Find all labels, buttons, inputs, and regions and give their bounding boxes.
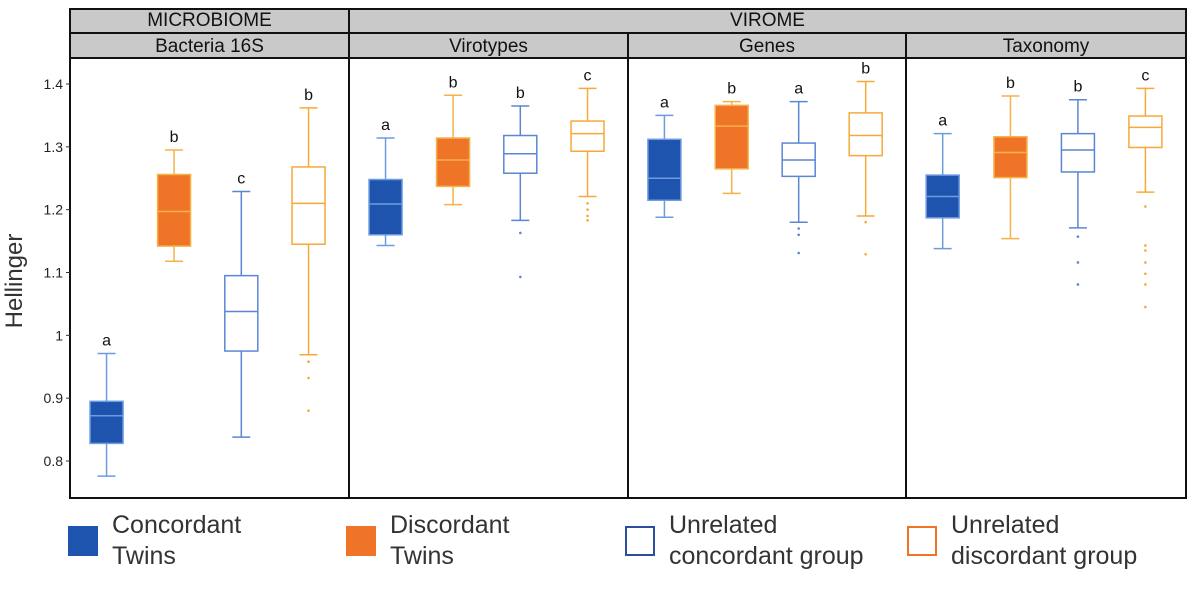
y-tick-label: 1	[55, 327, 63, 343]
legend-item-unrelated-discordant: Unrelated discordant group	[907, 510, 1137, 572]
outlier-point	[1144, 205, 1147, 208]
legend-label-concordant-twins: Concordant Twins	[112, 511, 242, 570]
box	[435, 137, 471, 188]
box	[1128, 115, 1163, 149]
significance-letter: c	[584, 67, 592, 84]
box	[224, 274, 259, 352]
box	[848, 112, 883, 157]
outlier-point	[307, 360, 310, 364]
y-tick-label: 1.2	[44, 202, 64, 218]
significance-letter: c	[237, 170, 245, 187]
boxplot-chart: MICROBIOME VIROME Bacteria 16S Virotypes Gen…	[1, 8, 1187, 499]
significance-letter: b	[1073, 79, 1082, 96]
outlier-point	[1144, 283, 1147, 286]
legend: Concordant Twins Discordant Twins Unrela…	[0, 505, 1199, 590]
panel-title: Virotypes	[449, 36, 528, 57]
outlier-point	[797, 233, 800, 237]
panel-title: Taxonomy	[1003, 36, 1090, 57]
box	[156, 173, 192, 247]
significance-letter: c	[1141, 67, 1149, 84]
significance-letter: b	[170, 129, 179, 146]
significance-letter: b	[516, 85, 525, 102]
outlier-point	[1076, 235, 1080, 238]
legend-swatch-unrelated-concordant	[625, 526, 655, 556]
panel-title: Bacteria 16S	[155, 36, 264, 57]
outlier-point	[586, 214, 589, 218]
outlier-point	[797, 227, 800, 230]
box	[570, 120, 605, 152]
significance-letter: a	[660, 94, 669, 111]
outlier-point	[519, 231, 522, 235]
box	[291, 166, 326, 245]
outlier-point	[797, 251, 800, 255]
legend-swatch-concordant-twins	[68, 526, 98, 556]
outlier-point	[1144, 249, 1147, 252]
strip-top-label: MICROBIOME	[147, 10, 272, 31]
box	[368, 178, 403, 236]
outlier-point	[1144, 261, 1147, 264]
legend-item-concordant-twins: Concordant Twins	[68, 510, 241, 572]
outlier-point	[519, 275, 522, 279]
legend-item-unrelated-concordant: Unrelated concordant group	[625, 510, 864, 572]
legend-item-discordant-twins: Discordant Twins	[346, 510, 510, 572]
box	[647, 138, 682, 201]
box	[1060, 132, 1096, 173]
y-tick-label: 0.8	[44, 453, 64, 469]
y-tick-label: 1.3	[44, 139, 64, 155]
legend-label-unrelated-concordant: Unrelated concordant group	[669, 511, 864, 570]
y-tick-label: 0.9	[44, 390, 64, 406]
significance-letter: b	[304, 87, 313, 104]
outlier-point	[1076, 261, 1080, 264]
outlier-point	[307, 409, 310, 413]
outlier-point	[586, 202, 589, 205]
box	[89, 400, 124, 445]
box	[993, 136, 1028, 179]
outlier-point	[586, 208, 589, 211]
legend-label-discordant-twins: Discordant Twins	[390, 511, 510, 570]
chart-frame	[69, 8, 1187, 499]
outlier-point	[864, 252, 867, 256]
significance-letter: a	[381, 117, 390, 134]
significance-letter: b	[1006, 75, 1015, 92]
outlier-point	[864, 220, 867, 224]
outlier-point	[1144, 305, 1147, 309]
outlier-point	[1076, 283, 1080, 286]
strip-top-label: VIROME	[730, 10, 805, 31]
outlier-point	[1144, 272, 1147, 276]
box	[714, 104, 749, 170]
legend-swatch-discordant-twins	[346, 526, 376, 556]
y-axis-label: Hellinger	[1, 234, 28, 329]
outlier-point	[307, 376, 310, 380]
significance-letter: a	[938, 113, 947, 130]
legend-swatch-unrelated-discordant	[907, 526, 937, 556]
outlier-point	[586, 219, 589, 222]
y-tick-label: 1.1	[44, 265, 64, 281]
significance-letter: b	[449, 74, 458, 91]
significance-letter: b	[861, 60, 870, 77]
y-tick-label: 1.4	[44, 76, 64, 92]
panel-title: Genes	[739, 36, 795, 57]
legend-label-unrelated-discordant: Unrelated discordant group	[951, 511, 1138, 570]
significance-letter: b	[727, 81, 736, 98]
outlier-point	[1144, 244, 1147, 247]
significance-letter: a	[102, 333, 111, 350]
significance-letter: a	[794, 81, 803, 98]
